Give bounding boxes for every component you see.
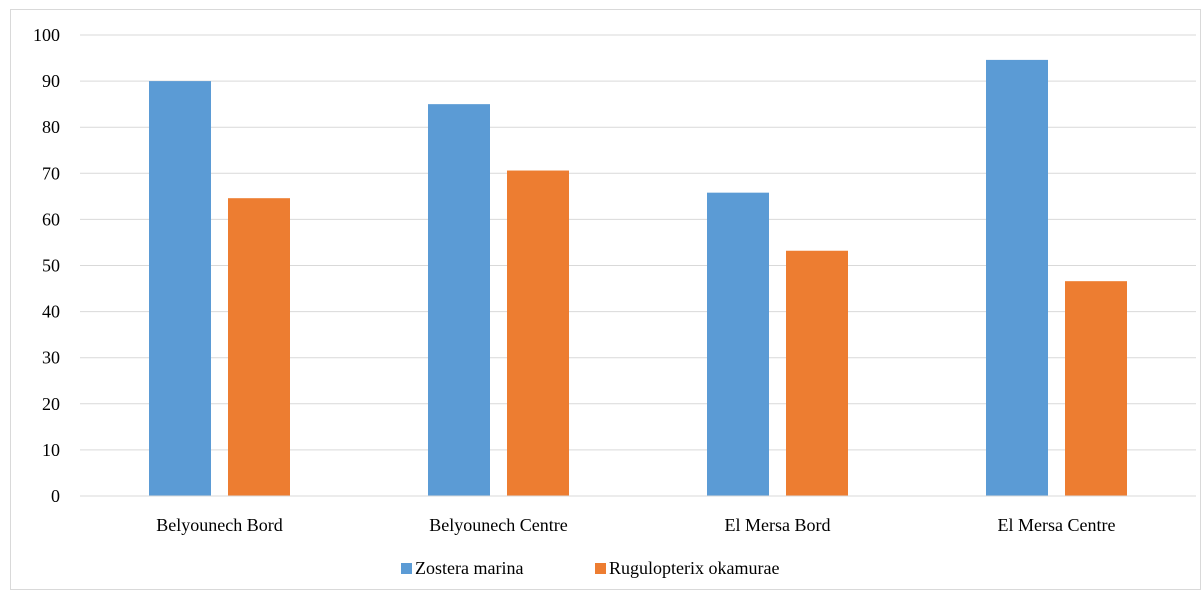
x-tick-label: El Mersa Bord — [725, 515, 831, 535]
bar-zostera-marina — [149, 81, 211, 496]
x-tick-label: Belyounech Bord — [156, 515, 282, 535]
y-tick-label: 20 — [42, 394, 60, 414]
bars — [149, 59, 1127, 497]
bar-rugulopterix-okamurae — [507, 170, 569, 496]
y-tick-label: 0 — [51, 486, 60, 506]
y-tick-label: 10 — [42, 440, 60, 460]
bar-rugulopterix-okamurae — [228, 198, 290, 496]
x-axis-ticks: Belyounech Bord Belyounech Centre El Mersa… — [156, 515, 1115, 535]
y-tick-label: 80 — [42, 117, 60, 137]
x-tick-label: El Mersa Centre — [998, 515, 1116, 535]
y-tick-label: 100 — [33, 25, 60, 45]
bar-zostera-marina — [986, 59, 1048, 496]
x-tick-label: Belyounech Centre — [429, 515, 567, 535]
y-tick-label: 50 — [42, 256, 60, 276]
y-tick-label: 60 — [42, 209, 60, 229]
bar-rugulopterix-okamurae — [786, 250, 848, 496]
legend-label: Rugulopterix okamurae — [609, 558, 779, 578]
y-tick-label: 90 — [42, 71, 60, 91]
bar-zostera-marina — [707, 192, 769, 497]
legend-swatch — [401, 563, 412, 574]
legend-label: Zostera marina — [415, 558, 523, 578]
y-tick-label: 40 — [42, 302, 60, 322]
y-tick-label: 70 — [42, 163, 60, 183]
legend: Zostera marina Rugulopterix okamurae — [401, 558, 779, 578]
y-tick-label: 30 — [42, 348, 60, 368]
y-axis-ticks: 0 10 20 30 40 50 60 70 80 90 100 — [33, 25, 60, 506]
bar-rugulopterix-okamurae — [1065, 281, 1127, 496]
bar-zostera-marina — [428, 104, 490, 497]
legend-swatch — [595, 563, 606, 574]
